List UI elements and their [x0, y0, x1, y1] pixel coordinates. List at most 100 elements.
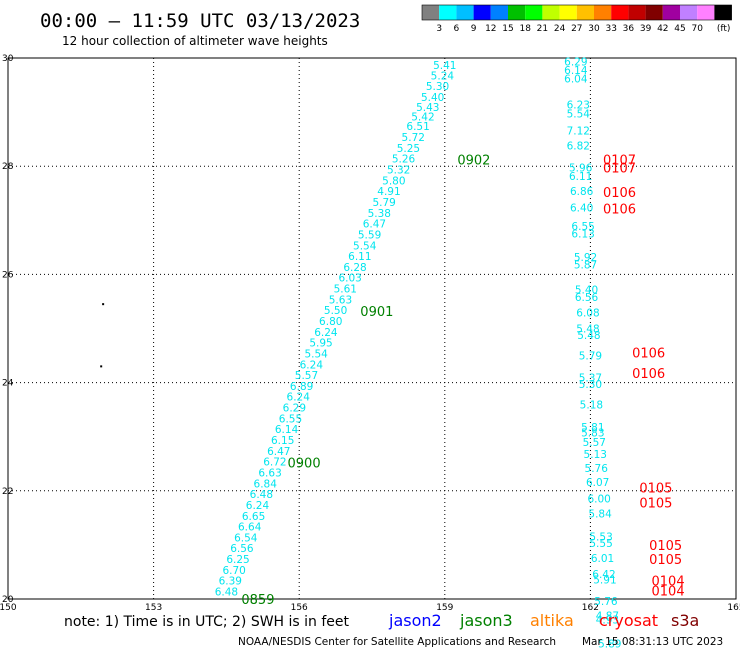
swh-point: 5.42 — [411, 112, 434, 124]
swh-point: 6.07 — [586, 477, 609, 489]
swh-point: 5.76 — [594, 596, 618, 608]
swh-point: 6.00 — [587, 493, 610, 505]
swh-point: 4.91 — [377, 186, 400, 198]
time-label: 0859 — [241, 593, 274, 608]
swh-point: 6.11 — [569, 171, 592, 183]
footer-note: note: 1) Time is in UTC; 2) SWH is in fe… — [64, 614, 350, 630]
colorbar-label: 12 — [485, 24, 496, 34]
swh-point: 6.72 — [263, 457, 286, 469]
swh-point: 6.14 — [275, 424, 299, 436]
legend-s3a: s3a — [671, 611, 699, 630]
swh-point: 6.24 — [314, 327, 338, 339]
y-tick-label: 24 — [2, 379, 14, 389]
swh-point: 6.28 — [343, 262, 366, 274]
colorbar-swatch — [439, 5, 457, 20]
swh-point: 6.40 — [570, 202, 593, 214]
swh-point: 5.48 — [576, 324, 599, 336]
axis-ticks: 150 153 156 159 162 165 20 22 24 26 28 30 — [0, 54, 740, 613]
swh-point: 6.13 — [571, 228, 594, 240]
swh-point: 4.93 — [596, 615, 619, 627]
swh-point: 6.29 — [564, 56, 587, 68]
footer-timestamp: Mar 15 08:31:13 UTC 2023 — [582, 636, 723, 648]
colorbar-label: 42 — [657, 24, 668, 34]
swh-point: 6.65 — [242, 511, 265, 523]
colorbar-label: 18 — [519, 24, 531, 34]
swh-point: 6.25 — [226, 554, 249, 566]
swh-point: 6.55 — [279, 413, 302, 425]
swh-point: 7.12 — [567, 126, 590, 138]
time-label: 0105 — [639, 482, 672, 497]
colorbar-swatch — [525, 5, 543, 20]
colorbar-label: 6 — [454, 24, 460, 34]
swh-point: 5.81 — [581, 422, 604, 434]
swh-point: 6.14 — [564, 65, 588, 77]
colorbar-label: 39 — [640, 24, 652, 34]
swh-point: 6.04 — [564, 74, 588, 86]
swh-point: 6.01 — [591, 553, 614, 565]
colorbar-swatch — [542, 5, 560, 20]
colorbar-label: 30 — [588, 24, 600, 34]
legend-jason3: jason3 — [459, 611, 513, 630]
swh-point: 6.63 — [258, 467, 281, 479]
colorbar-swatch — [456, 5, 474, 20]
colorbar-label: 21 — [537, 24, 548, 34]
colorbar-swatch — [611, 5, 629, 20]
swh-point: 5.53 — [589, 531, 612, 543]
swh-point: 5.96 — [569, 162, 593, 174]
swh-point: 5.40 — [575, 285, 598, 297]
colorbar-swatch — [594, 5, 612, 20]
x-tick-label: 159 — [436, 603, 453, 613]
colorbar-label: 45 — [674, 24, 685, 34]
colorbar-label: 70 — [691, 24, 703, 34]
swh-point: 6.03 — [338, 273, 361, 285]
time-label: 0106 — [632, 367, 665, 382]
swh-point: 5.59 — [358, 229, 381, 241]
data-points: 5.415.245.305.405.435.426.515.725.255.26… — [215, 56, 623, 650]
x-tick-label: 165 — [727, 603, 740, 613]
swh-point: 5.30 — [426, 81, 449, 93]
colorbar-swatch — [422, 5, 440, 20]
swh-point: 5.30 — [579, 379, 602, 391]
colorbar-border — [421, 4, 732, 21]
swh-point: 5.54 — [353, 240, 377, 252]
swh-point: 5.40 — [421, 92, 444, 104]
colorbar-label: 24 — [554, 24, 566, 34]
swh-point: 6.29 — [283, 403, 306, 415]
swh-point: 5.91 — [593, 575, 616, 587]
time-label: 0901 — [360, 305, 393, 320]
x-tick-label: 153 — [145, 603, 162, 613]
time-label: 0105 — [649, 553, 682, 568]
swh-point: 6.24 — [287, 392, 311, 404]
swh-point: 4.87 — [596, 610, 619, 622]
swh-point: 5.41 — [433, 60, 456, 72]
colorbar-swatch — [714, 5, 732, 20]
footer-credit: NOAA/NESDIS Center for Satellite Applica… — [238, 636, 556, 648]
swh-point: 5.54 — [567, 108, 591, 120]
colorbar-swatch — [559, 5, 577, 20]
swh-point: 5.63 — [329, 294, 352, 306]
swh-point: 6.24 — [246, 500, 270, 512]
time-label: 0107 — [603, 161, 636, 176]
x-tick-label: 156 — [291, 603, 308, 613]
time-label: 0106 — [632, 346, 665, 361]
swh-point: 5.43 — [416, 102, 439, 114]
x-tick-label: 162 — [582, 603, 599, 613]
swh-point: 5.95 — [309, 338, 332, 350]
colorbar-swatch — [680, 5, 698, 20]
chart-subtitle: 12 hour collection of altimeter wave hei… — [62, 34, 328, 48]
y-tick-label: 22 — [2, 487, 13, 497]
swh-point: 6.48 — [250, 489, 273, 501]
plot-frame — [7, 57, 737, 600]
swh-point: 6.24 — [300, 359, 324, 371]
swh-point: 6.48 — [215, 587, 238, 599]
swh-point: 5.92 — [574, 252, 597, 264]
time-label: 0104 — [652, 584, 685, 599]
swh-point: 5.61 — [334, 284, 357, 296]
time-label: 0107 — [603, 154, 636, 169]
dot-markers — [100, 303, 105, 368]
colorbar-swatch — [473, 5, 491, 20]
time-label: 0902 — [457, 154, 490, 169]
swh-point: 6.55 — [571, 221, 594, 233]
swh-point: 6.64 — [238, 522, 262, 534]
swh-point: 5.55 — [589, 538, 612, 550]
